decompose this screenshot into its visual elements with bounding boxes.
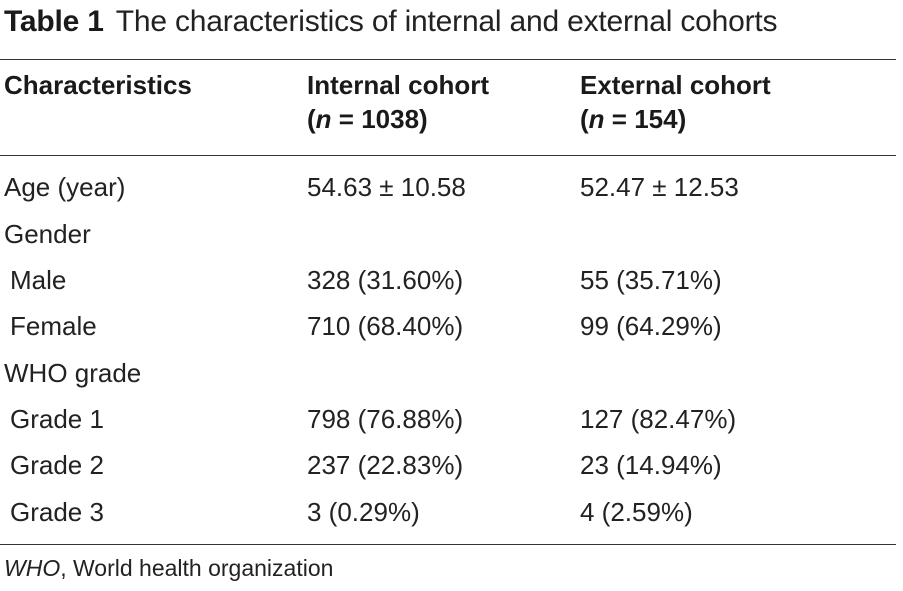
cell-external-grade-1: 127 (82.47%) — [580, 404, 737, 434]
header-internal-cohort: Internal cohort (n = 1038) — [307, 68, 489, 136]
footnote-text: , World health organization — [60, 555, 334, 581]
cell-internal-grade-1: 798 (76.88%) — [307, 404, 464, 434]
cell-external-age: 52.47 ± 12.53 — [580, 172, 739, 202]
table-caption: Table 1 The characteristics of internal a… — [4, 2, 778, 42]
table-title: The characteristics of internal and exte… — [115, 5, 778, 38]
top-rule — [0, 59, 896, 60]
table-footnote: WHO, World health organization — [4, 553, 333, 583]
row-label-age: Age (year) — [4, 172, 126, 202]
cell-external-female: 99 (64.29%) — [580, 311, 722, 341]
row-label-grade-2: Grade 2 — [10, 450, 104, 480]
cell-external-male: 55 (35.71%) — [580, 265, 722, 295]
header-internal-n: (n = 1038) — [307, 104, 428, 134]
header-external-title: External cohort — [580, 70, 771, 100]
header-external-cohort: External cohort (n = 154) — [580, 68, 771, 136]
bottom-rule — [0, 544, 896, 545]
table-label: Table 1 — [4, 5, 104, 38]
cell-internal-male: 328 (31.60%) — [307, 265, 464, 295]
cell-internal-grade-2: 237 (22.83%) — [307, 450, 464, 480]
cell-external-grade-2: 23 (14.94%) — [580, 450, 722, 480]
row-label-female: Female — [10, 311, 97, 341]
cell-internal-grade-3: 3 (0.29%) — [307, 497, 420, 527]
cell-internal-female: 710 (68.40%) — [307, 311, 464, 341]
row-label-who-grade: WHO grade — [4, 358, 142, 388]
row-label-grade-3: Grade 3 — [10, 497, 104, 527]
header-internal-title: Internal cohort — [307, 70, 490, 100]
header-characteristics: Characteristics — [4, 70, 192, 100]
header-rule — [0, 155, 896, 156]
footnote-abbreviation: WHO — [4, 555, 61, 581]
row-label-grade-1: Grade 1 — [10, 404, 104, 434]
row-label-male: Male — [10, 265, 67, 295]
cell-internal-age: 54.63 ± 10.58 — [307, 172, 466, 202]
row-label-gender: Gender — [4, 219, 91, 249]
cell-external-grade-3: 4 (2.59%) — [580, 497, 693, 527]
header-external-n: (n = 154) — [580, 104, 687, 134]
